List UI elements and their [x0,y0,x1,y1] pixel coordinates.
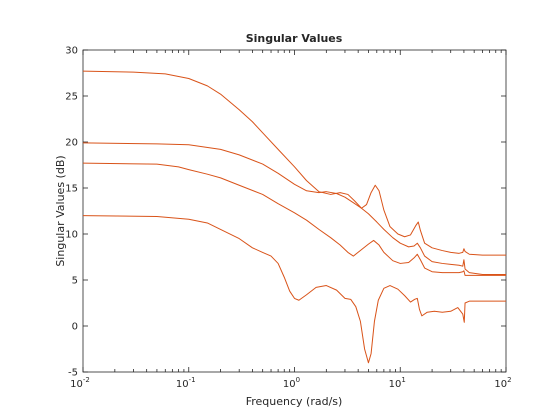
plot-area [82,49,507,373]
x-axis-label: Frequency (rad/s) [246,395,343,408]
y-tick-label: -5 [68,368,78,379]
y-tick-label: 0 [72,322,78,333]
x-axis: 10-2 10-1 100 101 102 [70,50,512,390]
y-tick-label: 20 [65,138,78,149]
series-group [82,70,506,364]
x-tick-label: 101 [389,376,406,390]
y-axis-label: Singular Values (dB) [54,155,67,266]
series-line-4 [82,215,506,364]
y-tick-label: 15 [65,184,78,195]
series-line-2 [82,142,506,275]
x-tick-label: 10-2 [70,376,90,390]
x-tick-label: 100 [283,376,300,390]
series-line-3 [82,162,506,276]
x-tick-label: 102 [494,376,511,390]
x-tick-label: 10-1 [176,376,196,390]
y-tick-label: 30 [65,46,78,57]
y-axis: -5 0 5 10 15 20 25 30 [65,46,506,379]
chart-title: Singular Values [246,32,343,45]
y-tick-label: 10 [65,230,78,241]
y-tick-label: 25 [65,92,78,103]
y-tick-label: 5 [72,276,78,287]
series-line-1 [82,70,506,256]
